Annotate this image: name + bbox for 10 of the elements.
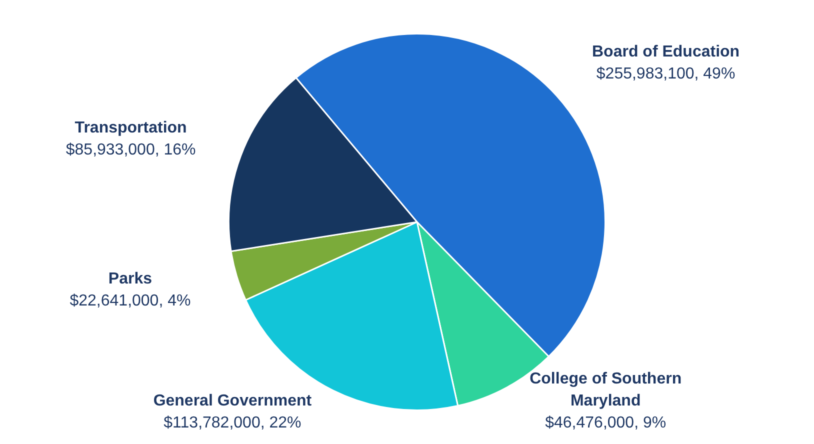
data-label: $255,983,100, 49% [596, 66, 736, 83]
slice-label: Transportation [74, 120, 187, 137]
slice-label: Parks [108, 270, 152, 288]
slice-label: General Government [153, 392, 312, 410]
slice-label: Board of Education [592, 44, 740, 61]
slice-label: College of Southern Maryland [530, 370, 682, 410]
data-label: $85,933,000, 16% [66, 142, 196, 159]
data-label: $46,476,000, 9% [545, 414, 666, 432]
data-label: $113,782,000, 22% [164, 414, 302, 432]
data-label: $22,641,000, 4% [70, 292, 191, 310]
